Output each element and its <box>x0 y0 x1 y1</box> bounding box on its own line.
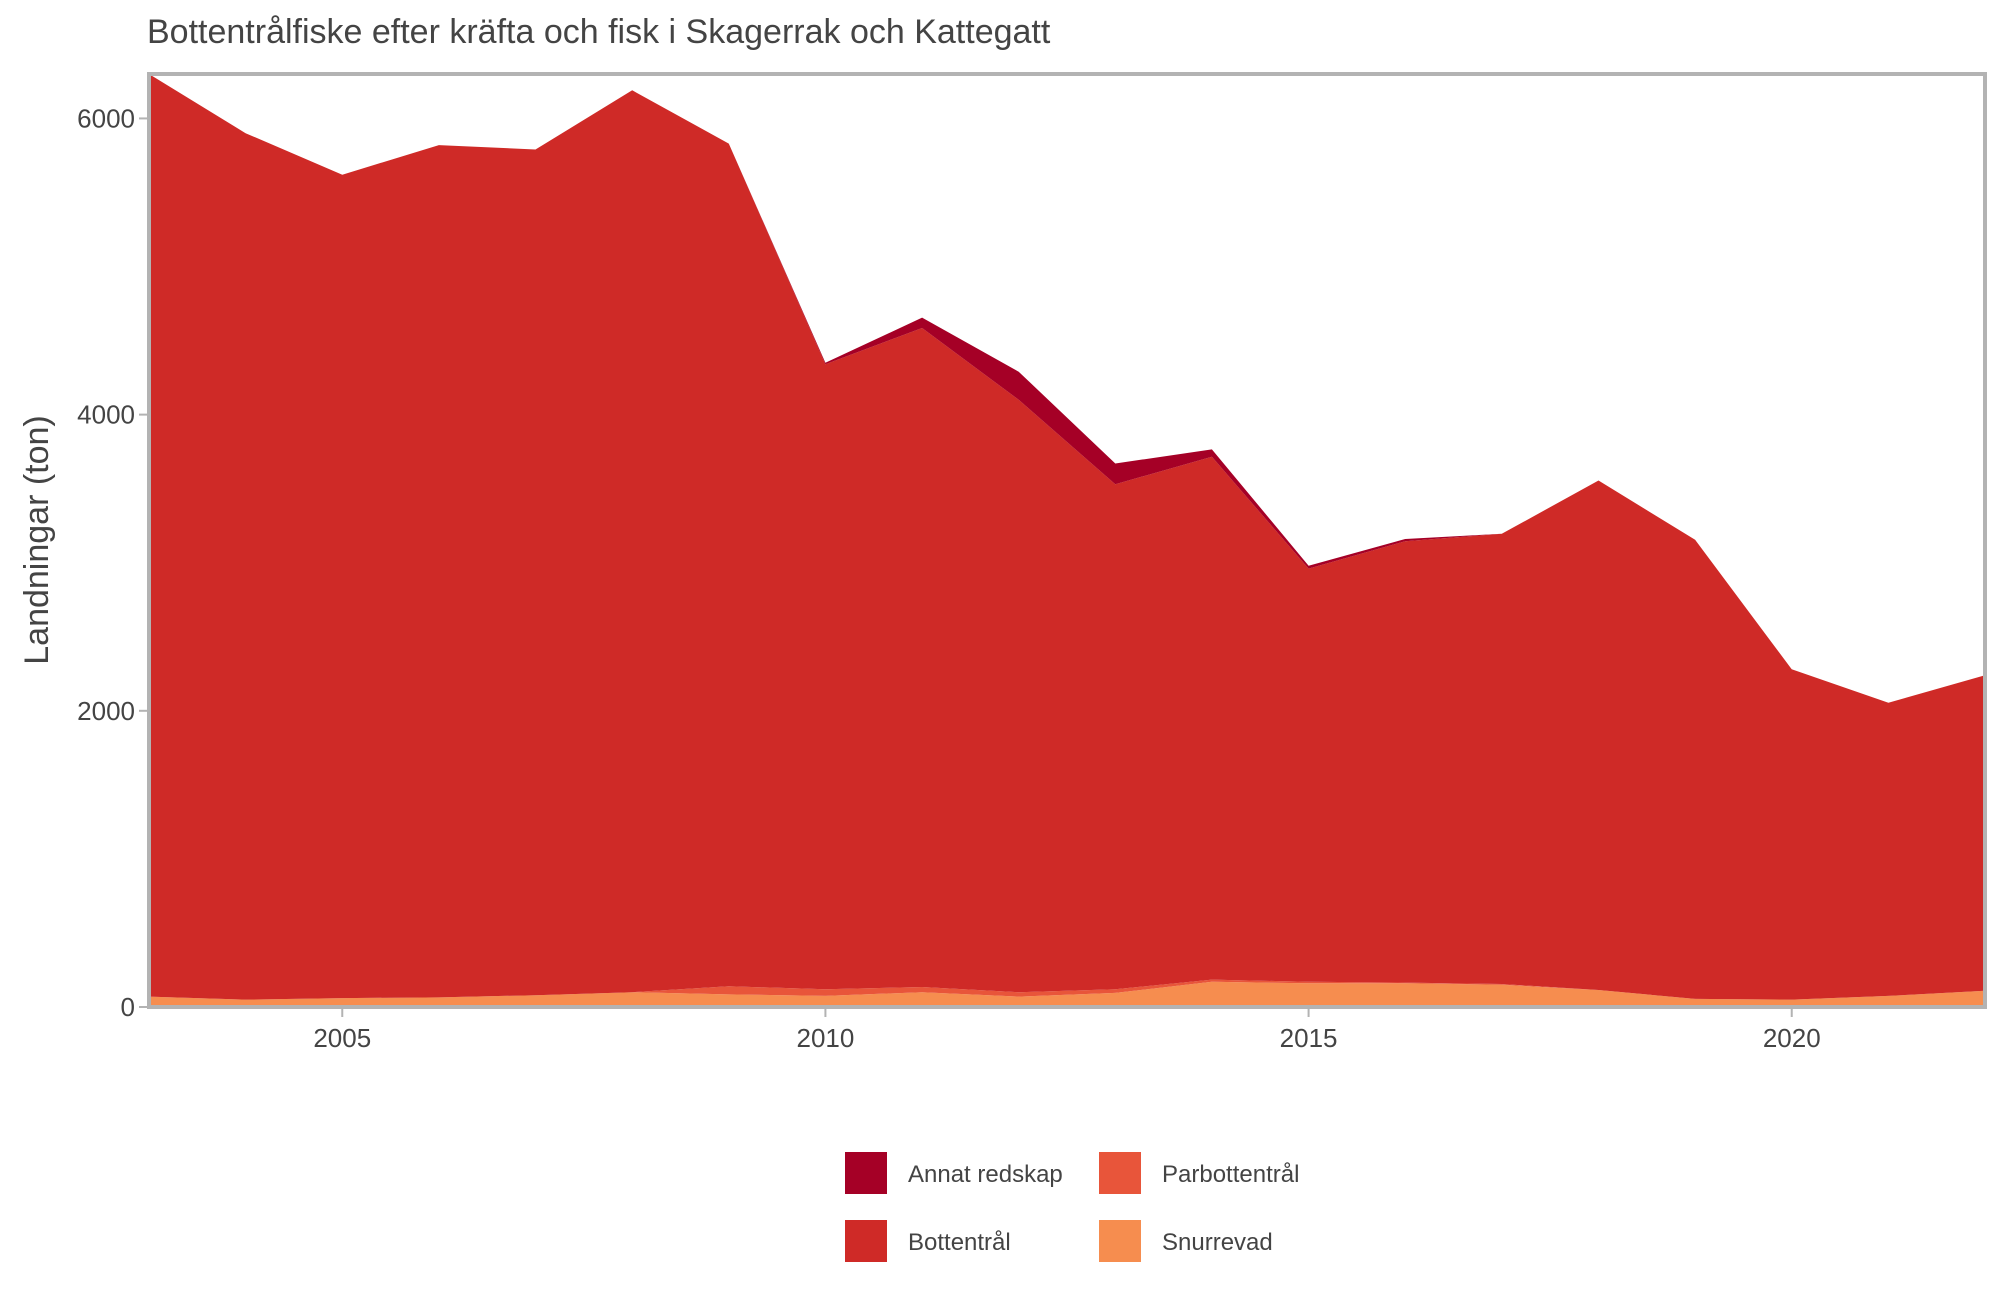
legend: Annat redskap Parbottentrål Bottentrål Snur… <box>845 1152 1299 1262</box>
legend-swatch <box>845 1220 887 1262</box>
legend-swatch <box>1099 1220 1141 1262</box>
x-tick-label: 2015 <box>1280 1023 1338 1053</box>
y-tick-label: 0 <box>121 992 135 1022</box>
y-tick-label: 6000 <box>77 103 135 133</box>
x-axis: 2005 2010 2015 2020 <box>313 1009 1821 1053</box>
legend-item-parbottentral: Parbottentrål <box>1099 1152 1299 1194</box>
legend-label: Bottentrål <box>908 1229 1011 1256</box>
legend-item-annat-redskap: Annat redskap <box>845 1152 1063 1194</box>
y-tick-label: 4000 <box>77 400 135 430</box>
legend-label: Parbottentrål <box>1162 1161 1299 1188</box>
legend-label: Snurrevad <box>1162 1229 1273 1256</box>
area-bottentral <box>149 74 1985 1000</box>
chart-title: Bottentrålfiske efter kräfta och fisk i … <box>147 13 1051 51</box>
plot-border <box>147 72 1987 1009</box>
x-tick-label: 2020 <box>1763 1023 1821 1053</box>
x-tick-label: 2005 <box>313 1023 371 1053</box>
y-axis: 0 2000 4000 6000 <box>77 103 147 1022</box>
legend-swatch <box>1099 1152 1141 1194</box>
legend-item-snurrevad: Snurrevad <box>1099 1220 1273 1262</box>
legend-swatch <box>845 1152 887 1194</box>
legend-label: Annat redskap <box>908 1161 1063 1188</box>
area-snurrevad <box>149 981 1985 1007</box>
area-layers <box>149 74 1985 1007</box>
y-axis-title: Landningar (ton) <box>18 415 56 665</box>
legend-item-bottentral: Bottentrål <box>845 1220 1011 1262</box>
y-tick-label: 2000 <box>77 696 135 726</box>
x-tick-label: 2010 <box>796 1023 854 1053</box>
